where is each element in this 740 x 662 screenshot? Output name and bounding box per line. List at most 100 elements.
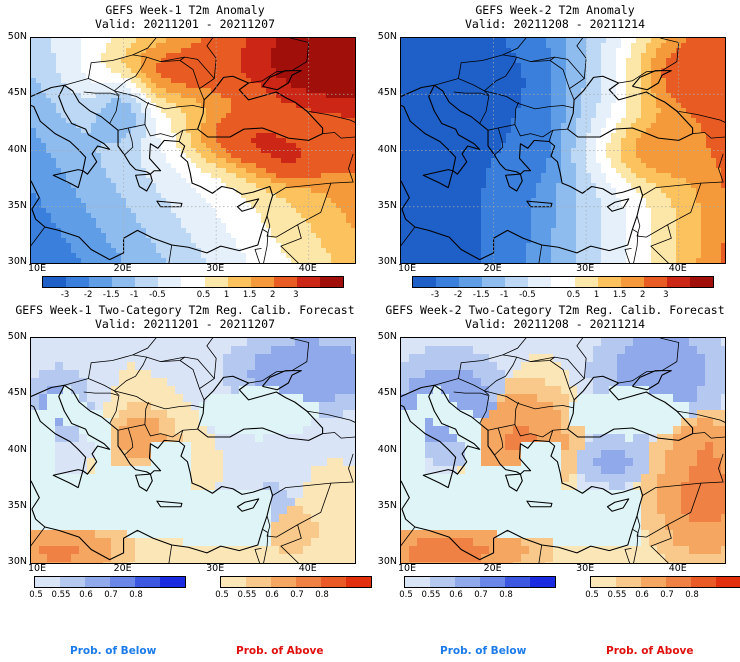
colorbar-swatch	[296, 577, 321, 587]
border-line	[487, 124, 568, 138]
border-line	[434, 378, 574, 410]
colorbar-label: 3	[663, 290, 669, 300]
coast-line	[567, 375, 694, 441]
border-line	[144, 401, 149, 425]
border-line	[434, 78, 574, 110]
border-line	[514, 101, 519, 125]
colorbar-label: 0.6	[265, 590, 279, 600]
map-frame	[400, 337, 726, 564]
border-line	[178, 130, 184, 142]
colorbar-label: 0.8	[315, 590, 329, 600]
colorbar-label: -1	[130, 290, 139, 300]
border-line	[479, 90, 490, 124]
colorbar-swatch	[405, 577, 430, 587]
lat-tick-label: 45N	[7, 387, 27, 399]
colorbar-swatch	[574, 277, 598, 287]
colorbar-swatch	[296, 277, 320, 287]
coast-line	[31, 84, 274, 261]
border-line	[179, 360, 205, 401]
coast-polygon	[31, 384, 111, 475]
border-line	[549, 60, 575, 101]
border-line	[109, 90, 120, 124]
panel-title: GEFS Week-1 T2m Anomaly	[105, 3, 265, 17]
colorbar-label: 1	[223, 290, 230, 300]
border-line	[636, 182, 702, 238]
border-line	[401, 226, 416, 247]
colorbar-swatch	[110, 577, 135, 587]
coast-line	[197, 75, 324, 141]
colorbar-swatch	[319, 277, 344, 287]
colorbar-label: 2	[640, 290, 646, 300]
map-canvas	[401, 38, 725, 263]
colorbar-swatch	[666, 577, 691, 587]
coast-polygon	[52, 169, 84, 189]
border-line	[306, 110, 355, 123]
anomaly-colorbar	[412, 276, 714, 288]
colorbar-label: -2	[453, 290, 463, 300]
colorbar-label: 1.5	[612, 290, 627, 300]
map-frame	[30, 37, 356, 264]
border-line	[401, 526, 416, 547]
lat-tick-label: 50N	[377, 31, 397, 42]
colorbar-label: -0.5	[519, 290, 536, 300]
border-line	[306, 410, 355, 423]
colorbar-swatch	[250, 277, 274, 287]
coast-line	[31, 384, 274, 561]
coast-polygon	[156, 200, 183, 208]
border-line	[484, 56, 518, 92]
border-line	[692, 132, 725, 139]
colorbar-swatch	[641, 577, 666, 587]
border-line	[479, 390, 490, 424]
colorbar-swatch	[35, 577, 60, 587]
colorbar-swatch	[227, 277, 251, 287]
colorbar-swatch	[430, 577, 455, 587]
field-layer	[31, 338, 355, 563]
prob-below-label: Prob. of Below	[70, 645, 157, 657]
lat-tick-label: 40N	[377, 143, 397, 155]
border-line	[248, 338, 310, 384]
colorbar-swatch	[643, 277, 667, 287]
border-line	[280, 524, 302, 563]
below-probability-colorbar	[34, 576, 186, 588]
lon-tick-label: 40E	[668, 563, 687, 574]
lon-tick-label: 20E	[113, 563, 132, 574]
colorbar-label: 0.5	[585, 590, 599, 600]
colorbar-label: 0.8	[685, 590, 699, 600]
border-line	[262, 228, 269, 263]
colorbar-swatch	[689, 277, 714, 287]
border-layer	[401, 338, 725, 563]
colorbar-label: 0.55	[51, 590, 71, 600]
above-probability-colorbar	[590, 576, 740, 588]
border-line	[636, 482, 702, 538]
colorbar-label: 1.5	[242, 290, 257, 300]
colorbar-label: 0.6	[635, 590, 649, 600]
colorbar-swatch	[616, 577, 641, 587]
colorbar-label: 0.7	[474, 590, 488, 600]
lat-tick-label: 30N	[7, 256, 27, 267]
border-line	[458, 354, 585, 389]
border-line	[458, 54, 585, 89]
lat-tick-label: 35N	[7, 199, 27, 211]
coast-polygon	[156, 500, 183, 508]
panel-title: GEFS Week-2 Two-Category T2m Reg. Calib.…	[385, 303, 725, 317]
map-panel: GEFS Week-1 T2m Anomaly Valid: 20211201 -…	[0, 0, 370, 300]
lon-tick-label: 40E	[668, 263, 687, 274]
colorbar-label: 0.7	[104, 590, 118, 600]
border-line	[487, 424, 568, 438]
border-line	[624, 247, 632, 263]
coast-polygon	[422, 469, 454, 489]
colorbar-label: 2	[270, 290, 276, 300]
coast-polygon	[505, 173, 523, 192]
colorbar-swatch	[591, 577, 616, 587]
colorbar-label: 0.5	[29, 590, 43, 600]
border-line	[280, 224, 302, 263]
lat-tick-label: 50N	[7, 31, 27, 42]
map-frame	[400, 37, 726, 264]
lat-tick-label: 35N	[377, 499, 397, 511]
colorbar-label: -3	[430, 290, 440, 300]
lon-tick-label: 40E	[298, 563, 317, 574]
border-line	[64, 378, 204, 410]
colorbar-swatch	[135, 577, 160, 587]
colorbar-label: -1	[500, 290, 509, 300]
